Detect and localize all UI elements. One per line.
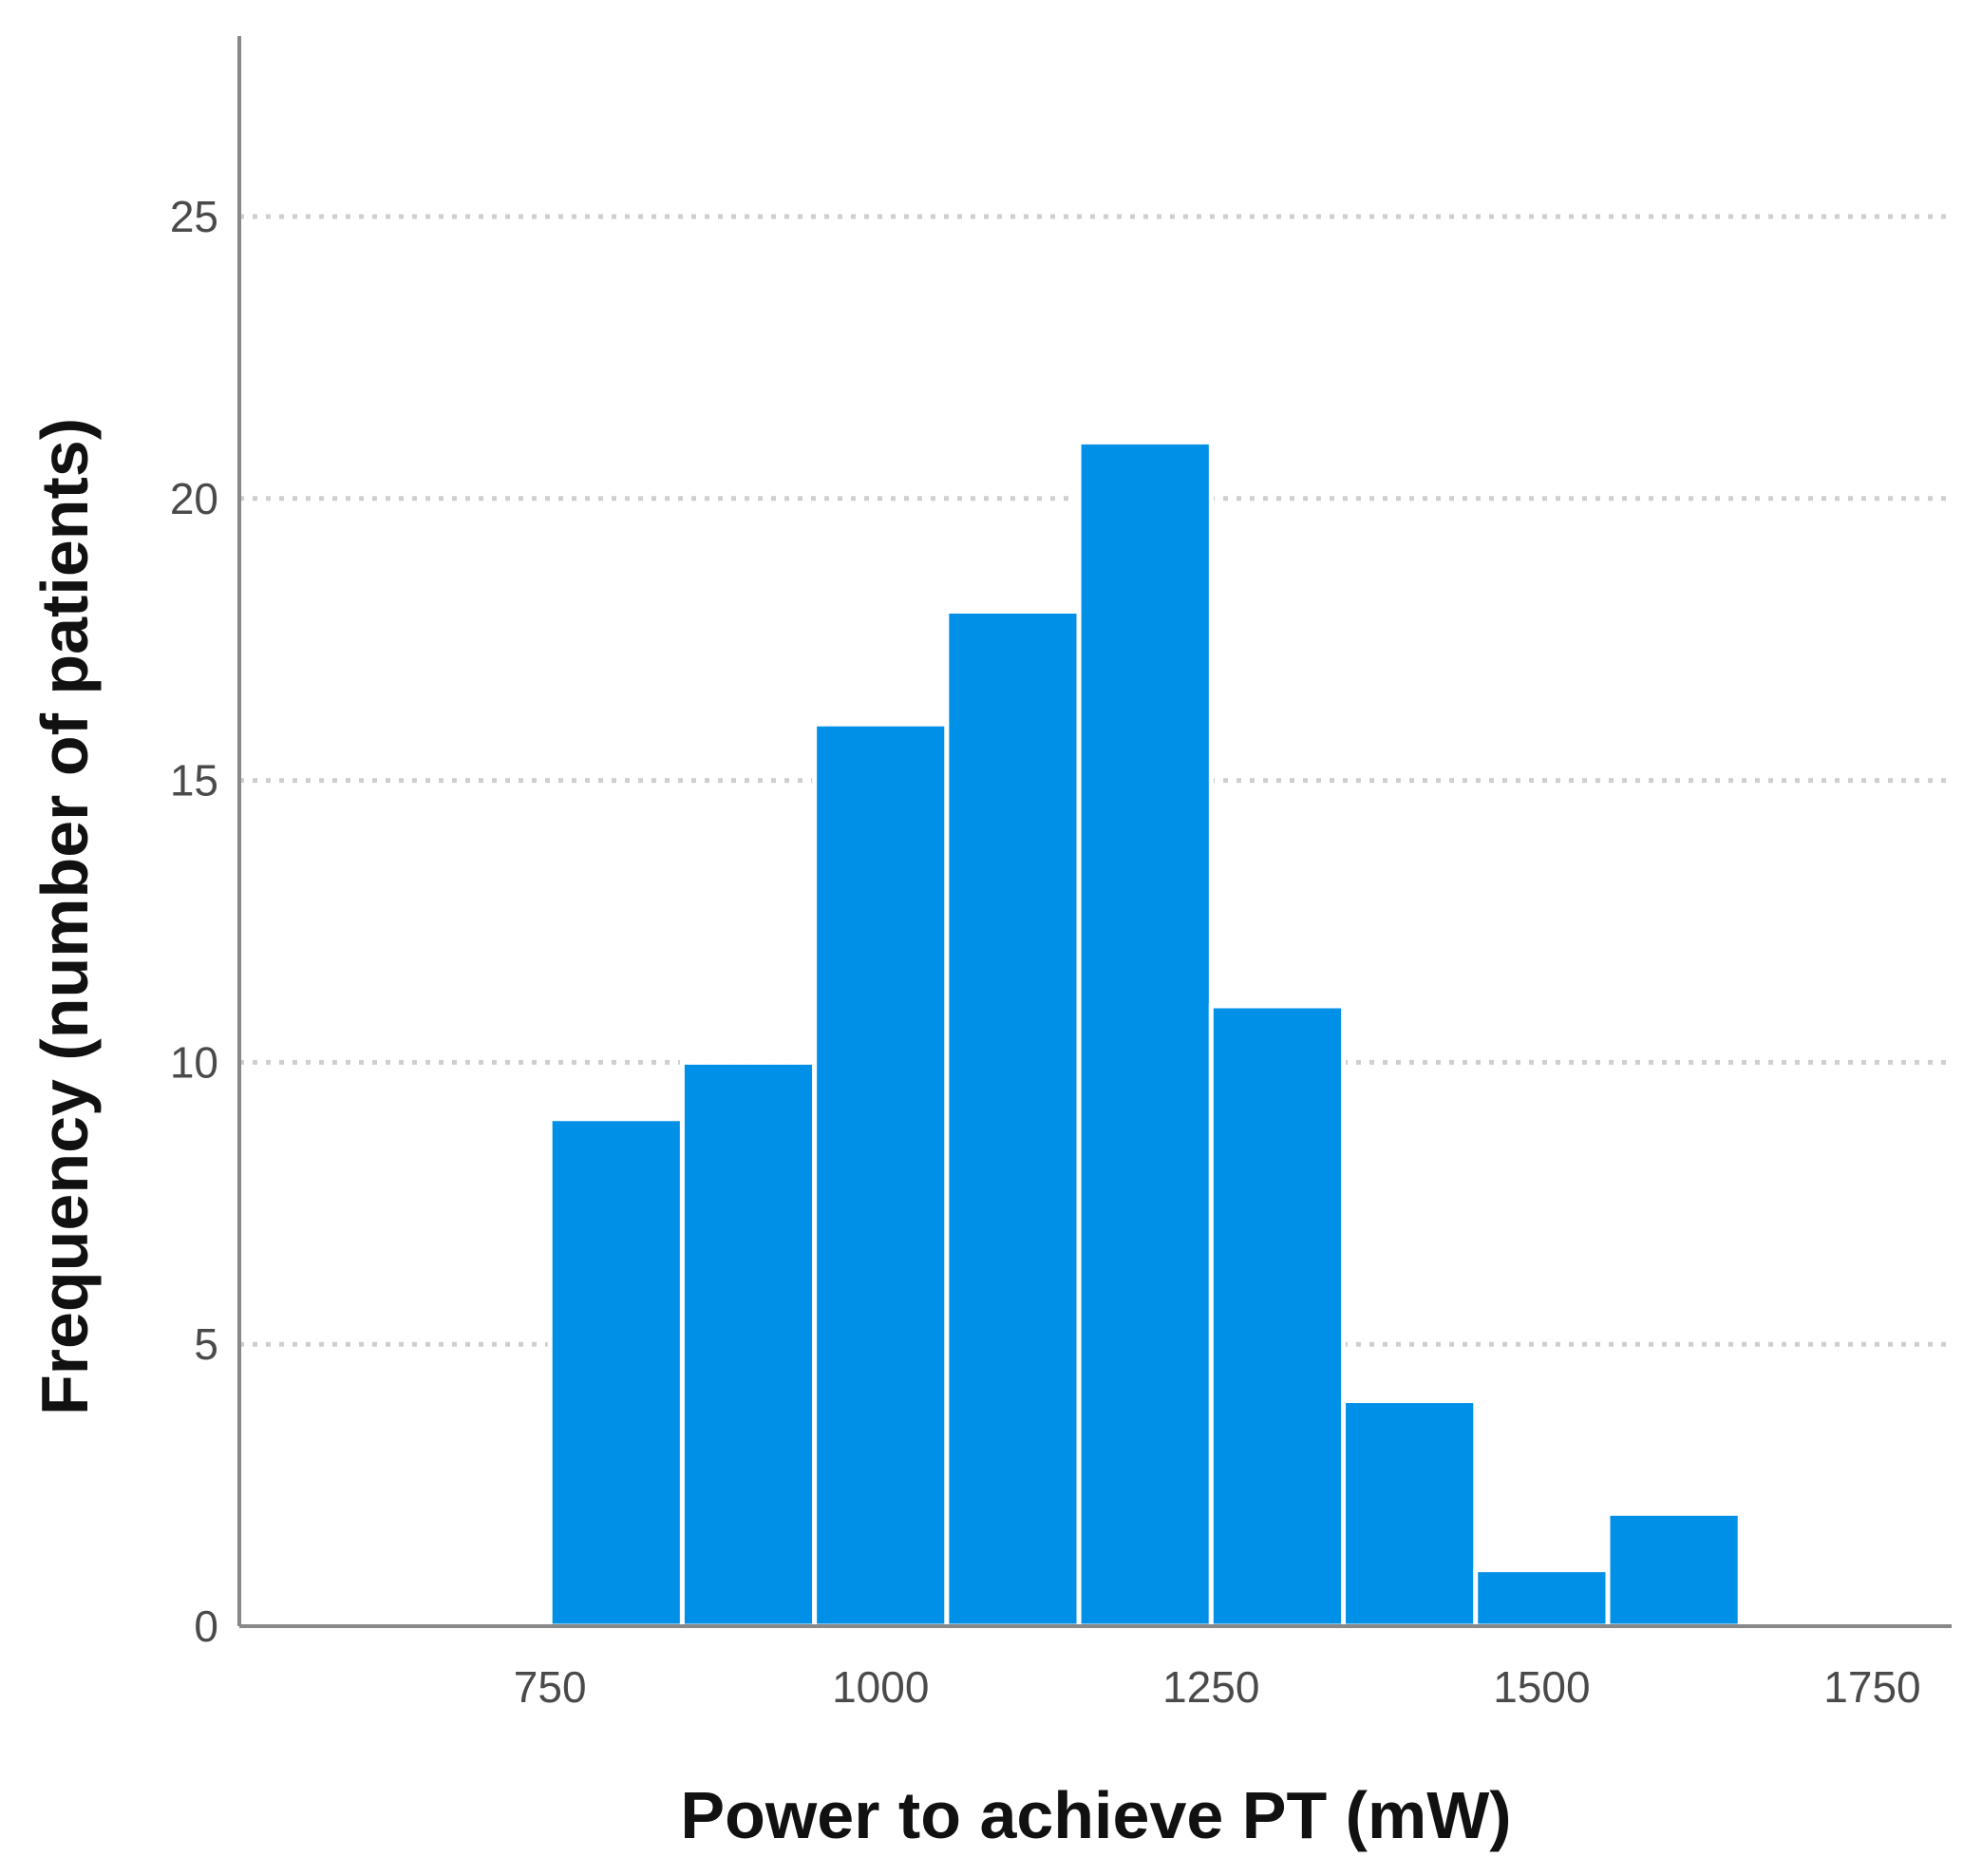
y-axis-title: Frequency (number of patients) (28, 418, 102, 1415)
y-tick-label: 5 (194, 1319, 218, 1369)
y-tick-label: 15 (170, 756, 218, 805)
x-tick-label: 1500 (1493, 1662, 1590, 1712)
y-tick-labels: 0 5 10 15 20 25 (170, 192, 218, 1651)
x-tick-label: 1750 (1823, 1662, 1920, 1712)
histogram-bar (812, 721, 950, 1629)
gridlines (239, 214, 1952, 1347)
x-tick-labels: 750 1000 1250 1500 1750 (514, 1662, 1921, 1712)
y-tick-label: 25 (170, 192, 218, 241)
axes (237, 36, 1952, 1628)
y-tick-label: 0 (194, 1601, 218, 1651)
histogram-bar (1473, 1567, 1611, 1629)
histogram-bar (1605, 1510, 1743, 1629)
x-tick-label: 1000 (832, 1662, 929, 1712)
histogram-bar (944, 608, 1082, 1629)
x-tick-label: 1250 (1162, 1662, 1259, 1712)
bars (547, 439, 1743, 1629)
histogram-bar (1341, 1398, 1479, 1629)
y-tick-label: 20 (170, 474, 218, 523)
histogram-bar (679, 1059, 818, 1629)
x-tick-label: 750 (514, 1662, 587, 1712)
histogram-bar (1208, 1003, 1347, 1629)
x-axis-title: Power to achieve PT (mW) (680, 1778, 1511, 1852)
histogram-bar (1076, 439, 1214, 1629)
histogram-bar (547, 1116, 685, 1629)
y-tick-label: 10 (170, 1037, 218, 1087)
